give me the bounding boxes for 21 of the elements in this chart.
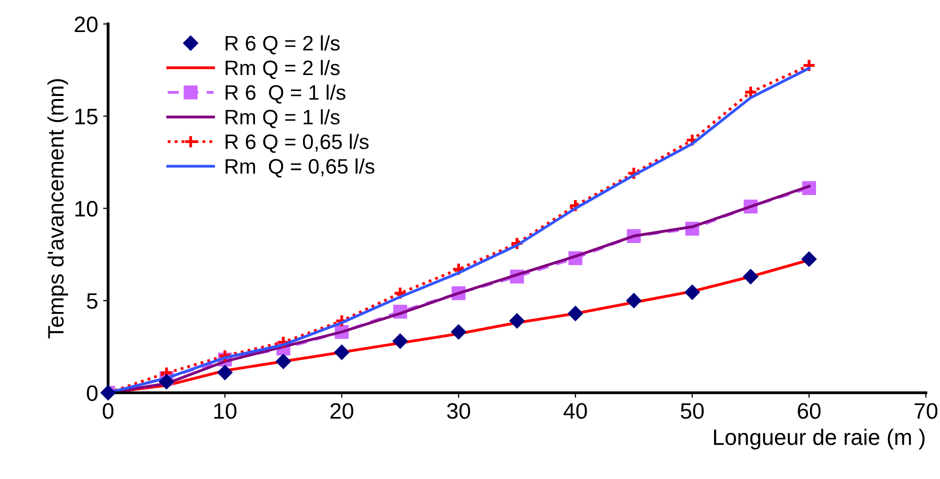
x-tick-label: 40: [564, 403, 587, 419]
y-tick-label: 5: [86, 293, 98, 309]
x-tick-label: 50: [680, 403, 704, 419]
x-tick-label: 10: [214, 403, 236, 419]
y-tick-label: 15: [75, 108, 98, 124]
y-axis-title: Temps d'avancement (mn): [47, 79, 68, 338]
x-tick-label: 30: [447, 403, 470, 419]
x-axis-title: Longueur de raie (m ): [714, 428, 925, 450]
legend-label: Rm Q = 0,65 l/s: [226, 158, 374, 178]
legend-label: Rm Q = 1 l/s: [226, 109, 340, 128]
y-tick-label: 20: [74, 16, 98, 32]
legend-label: R 6 Q = 1 l/s: [226, 84, 346, 104]
y-tick-label: 10: [75, 200, 98, 217]
x-tick-label: 70: [914, 403, 938, 419]
legend-label: R 6 Q = 0,65 l/s: [226, 134, 369, 153]
x-tick-label: 0: [102, 403, 114, 419]
legend-label: Rm Q = 2 l/s: [226, 60, 340, 79]
x-tick-label: 20: [330, 403, 354, 419]
legend-label: R 6 Q = 2 l/s: [226, 35, 340, 54]
y-tick-label: 0: [86, 385, 98, 402]
x-tick-label: 60: [798, 403, 821, 419]
